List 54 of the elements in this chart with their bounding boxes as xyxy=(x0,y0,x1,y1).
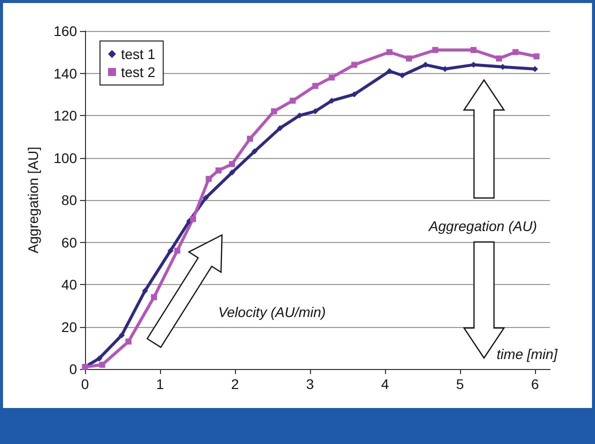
x-tick-label: 0 xyxy=(81,376,90,392)
y-tick-label: 80 xyxy=(61,192,78,208)
x-tick-label: 6 xyxy=(531,376,540,392)
point xyxy=(496,55,502,62)
point xyxy=(512,49,518,56)
y-tick-label: 40 xyxy=(61,276,78,292)
annotation: Aggregation (AU) xyxy=(428,218,538,234)
point xyxy=(190,216,196,222)
point xyxy=(142,288,148,294)
y-tick-label: 140 xyxy=(54,65,78,82)
point xyxy=(229,161,235,168)
point xyxy=(174,248,180,254)
point xyxy=(99,362,106,368)
point xyxy=(470,47,476,54)
point xyxy=(386,49,392,56)
point xyxy=(422,62,428,68)
point xyxy=(351,62,358,68)
point xyxy=(229,170,235,176)
point xyxy=(386,68,392,74)
point xyxy=(151,294,157,300)
point xyxy=(168,248,174,254)
annotation: Velocity (AU/min) xyxy=(218,304,326,320)
x-tick-label: 2 xyxy=(231,376,240,392)
x-tick-label: 1 xyxy=(156,376,164,392)
point xyxy=(406,55,412,62)
point xyxy=(271,108,277,114)
legend-label: test 2 xyxy=(121,64,156,80)
point xyxy=(432,47,438,54)
x-tick-label: 5 xyxy=(456,376,464,392)
point xyxy=(328,74,335,80)
x-tick-label: 4 xyxy=(381,376,390,392)
point xyxy=(534,53,540,60)
point xyxy=(399,72,406,78)
point xyxy=(126,338,132,345)
point xyxy=(290,98,296,104)
point xyxy=(96,355,102,362)
point xyxy=(202,194,209,201)
point xyxy=(216,167,222,174)
y-tick-label: 0 xyxy=(69,361,78,377)
annotation: time [min] xyxy=(496,346,558,362)
point xyxy=(312,82,318,89)
legend-label: test 1 xyxy=(121,46,156,62)
point xyxy=(247,136,253,142)
x-tick-label: 3 xyxy=(306,376,314,392)
point xyxy=(118,332,125,338)
y-tick-label: 120 xyxy=(54,108,78,124)
y-axis-title: Aggregation [AU] xyxy=(25,146,41,254)
y-tick-label: 100 xyxy=(54,150,78,166)
point xyxy=(277,125,283,132)
point xyxy=(206,176,212,182)
y-tick-label: 160 xyxy=(54,23,78,39)
y-tick-label: 60 xyxy=(61,234,78,250)
y-tick-label: 20 xyxy=(61,318,78,335)
point xyxy=(252,148,258,154)
